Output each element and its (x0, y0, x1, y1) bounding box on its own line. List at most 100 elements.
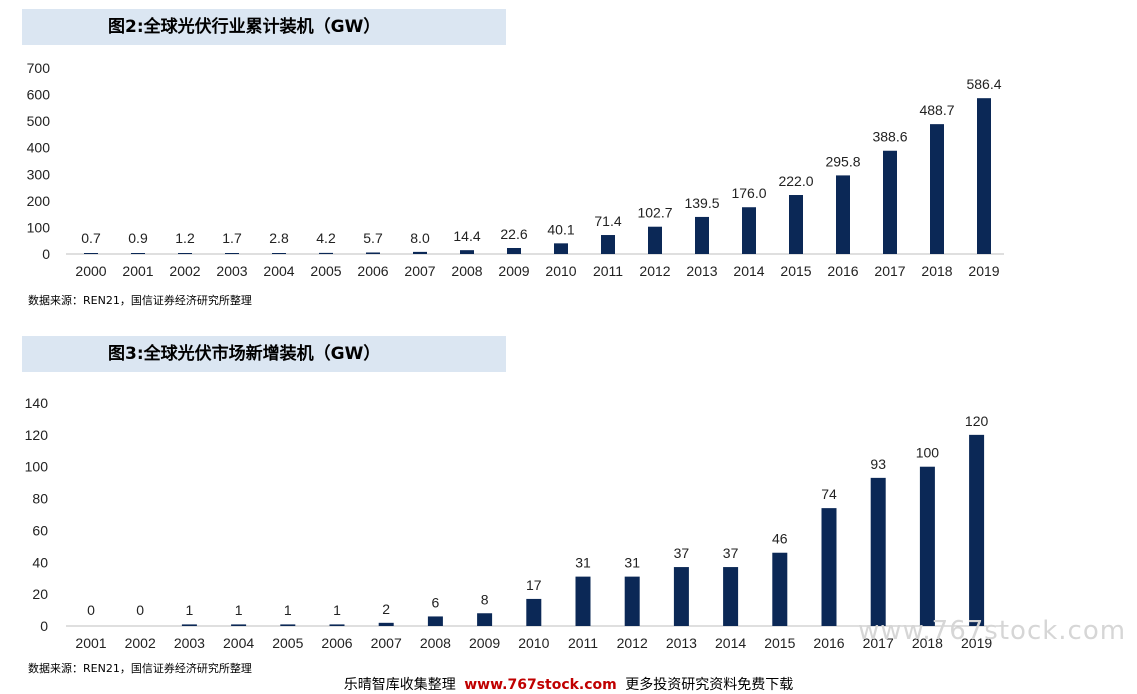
x-tick-label-2013: 2013 (686, 263, 717, 279)
x-tick-label-2008: 2008 (420, 635, 451, 651)
y-tick-label: 100 (27, 219, 51, 235)
bar-2013 (673, 567, 689, 626)
bar-2002 (178, 253, 192, 254)
data-label-2014: 176.0 (731, 185, 766, 201)
bar-2015 (772, 552, 788, 626)
bar-2016 (836, 175, 850, 254)
data-label-2015: 46 (772, 531, 788, 547)
bar-2010 (554, 243, 568, 254)
new-installation-bar-chart: 0204060801001201400200102002120031200412… (25, 395, 1004, 651)
x-tick-label-2010: 2010 (518, 635, 549, 651)
y-tick-label: 0 (42, 246, 50, 262)
figure-3-title: 图3:全球光伏市场新增装机（GW） (22, 336, 506, 372)
bar-2011 (601, 235, 615, 254)
y-tick-label: 40 (32, 554, 48, 570)
data-label-2014: 37 (723, 545, 739, 561)
y-tick-label: 700 (27, 60, 51, 76)
x-tick-label-2018: 2018 (921, 263, 952, 279)
bar-2004 (231, 624, 247, 626)
x-tick-label-2014: 2014 (733, 263, 764, 279)
data-label-2004: 1 (235, 602, 243, 618)
x-tick-label-2016: 2016 (813, 635, 844, 651)
x-tick-label-2001: 2001 (122, 263, 153, 279)
data-label-2000: 0.7 (81, 230, 101, 246)
x-tick-label-2009: 2009 (469, 635, 500, 651)
x-tick-label-2017: 2017 (874, 263, 905, 279)
bar-2006 (329, 624, 345, 626)
figure-2-source-note: 数据来源：REN21，国信证券经济研究所整理 (28, 294, 252, 307)
x-tick-label-2000: 2000 (75, 263, 106, 279)
data-label-2009: 22.6 (500, 226, 527, 242)
bar-2018 (930, 124, 944, 254)
data-label-2004: 2.8 (269, 230, 289, 246)
y-tick-label: 300 (27, 166, 51, 182)
y-tick-label: 0 (40, 618, 48, 634)
cumulative-installation-bar-chart: 0 100 200 300 400 500 600 700 0.7 2000 0.9 2001 1.2 2… (27, 60, 1004, 279)
data-label-2009: 8 (481, 591, 489, 607)
data-label-2016: 295.8 (825, 153, 860, 169)
data-label-2007: 8.0 (410, 230, 430, 246)
bar-2011 (575, 576, 591, 626)
data-label-2017: 93 (870, 456, 886, 472)
data-label-2006: 1 (333, 602, 341, 618)
watermark: www.767stock.com (858, 616, 1127, 646)
bar-2019 (977, 98, 991, 254)
data-label-2010: 40.1 (547, 221, 574, 237)
y-tick-label: 500 (27, 113, 51, 129)
x-tick-label-2017: 2017 (863, 635, 894, 651)
bar-2007 (413, 251, 427, 254)
y-tick-label: 60 (32, 522, 48, 538)
bar-2013 (695, 216, 709, 254)
x-tick-label-2015: 2015 (764, 635, 795, 651)
y-tick-label: 20 (32, 586, 48, 602)
bar-2009 (507, 247, 521, 254)
bar-2019 (969, 434, 985, 626)
y-tick-label: 120 (25, 427, 49, 443)
x-tick-label-2007: 2007 (404, 263, 435, 279)
data-label-2002: 1.2 (175, 230, 195, 246)
data-label-2013: 37 (674, 545, 690, 561)
bar-2014 (742, 207, 756, 254)
data-label-2003: 1 (186, 602, 194, 618)
footer-site-link[interactable]: www.767stock.com (464, 677, 617, 693)
bar-2014 (723, 567, 739, 626)
footer-prefix: 乐晴智库收集整理 (343, 677, 456, 693)
x-tick-label-2010: 2010 (545, 263, 576, 279)
x-tick-label-2002: 2002 (169, 263, 200, 279)
x-tick-label-2006: 2006 (321, 635, 352, 651)
y-tick-label: 100 (25, 459, 49, 475)
x-tick-label-2011: 2011 (593, 263, 623, 279)
footer-bar: 乐晴智库收集整理 www.767stock.com 更多投资研究资料免费下载 (0, 677, 1137, 694)
data-label-2011: 31 (575, 555, 591, 571)
bar-2008 (460, 250, 474, 254)
x-tick-label-2004: 2004 (263, 263, 294, 279)
x-tick-label-2005: 2005 (272, 635, 303, 651)
x-tick-label-2007: 2007 (371, 635, 402, 651)
data-label-2007: 2 (382, 601, 390, 617)
bar-2010 (526, 598, 542, 626)
x-tick-label-2019: 2019 (968, 263, 999, 279)
x-tick-label-2018: 2018 (912, 635, 943, 651)
data-label-2002: 0 (136, 602, 144, 618)
x-tick-label-2003: 2003 (174, 635, 205, 651)
bar-2017 (870, 477, 886, 626)
bar-2005 (280, 624, 296, 626)
bar-2004 (272, 253, 286, 254)
x-tick-label-2004: 2004 (223, 635, 254, 651)
x-tick-label-2016: 2016 (827, 263, 858, 279)
x-tick-label-2009: 2009 (498, 263, 529, 279)
data-label-2017: 388.6 (872, 129, 907, 145)
y-tick-label: 80 (32, 491, 48, 507)
data-label-2005: 1 (284, 602, 292, 618)
x-tick-label-2012: 2012 (639, 263, 670, 279)
bar-2017 (883, 150, 897, 254)
data-label-2016: 74 (821, 486, 837, 502)
x-tick-label-2002: 2002 (125, 635, 156, 651)
data-label-2005: 4.2 (316, 230, 336, 246)
bar-2016 (821, 508, 837, 626)
bar-2012 (648, 226, 662, 254)
figure-3-source-note: 数据来源：REN21，国信证券经济研究所整理 (28, 662, 252, 675)
x-tick-label-2011: 2011 (568, 635, 598, 651)
x-tick-label-2019: 2019 (961, 635, 992, 651)
y-tick-label: 140 (25, 395, 49, 411)
